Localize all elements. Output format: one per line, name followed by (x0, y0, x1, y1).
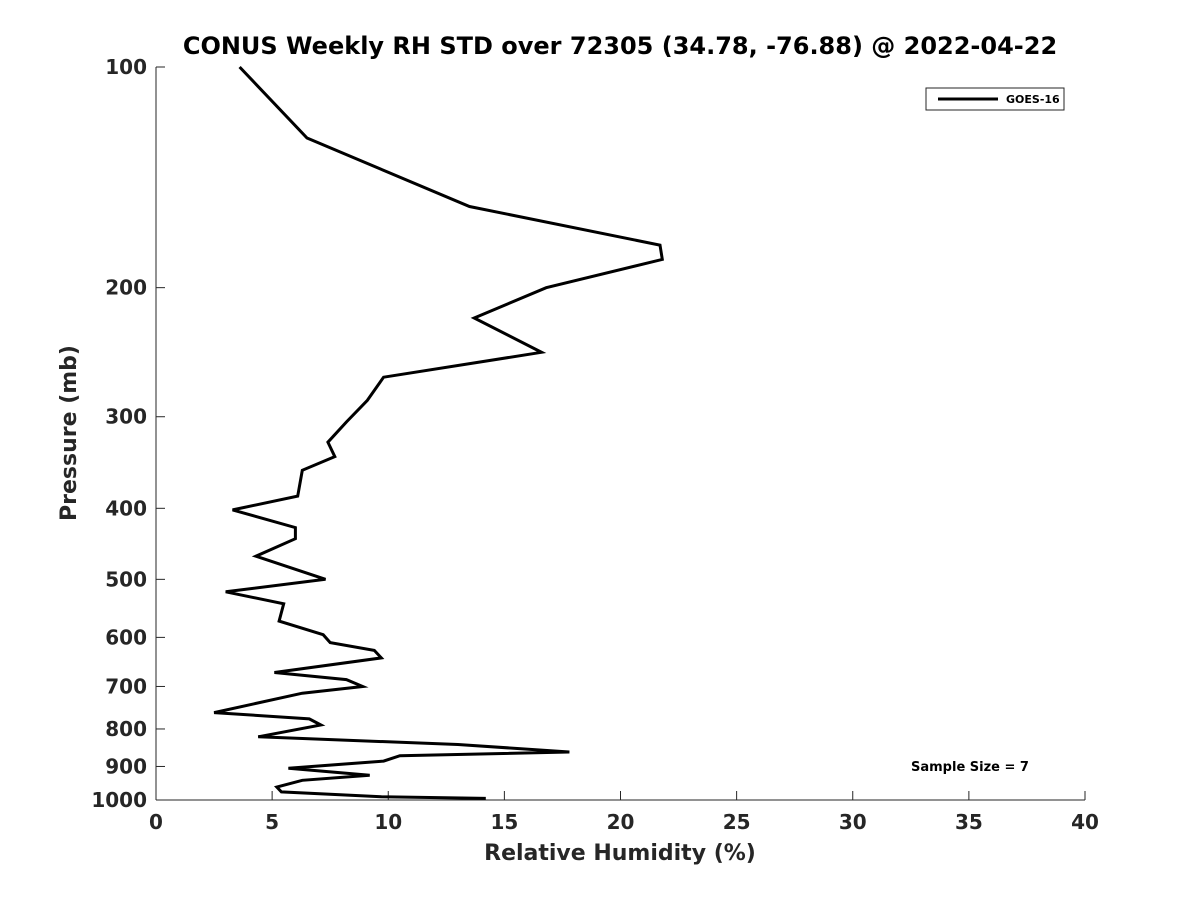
y-axis-label: Pressure (mb) (57, 345, 82, 521)
y-tick-label: 200 (105, 276, 147, 300)
x-tick-label: 40 (1071, 810, 1099, 834)
x-axis-label: Relative Humidity (%) (484, 841, 756, 866)
series-line-goes-16 (213, 65, 665, 800)
x-axis-ticks: 0 5 10 15 20 25 30 35 40 (149, 791, 1099, 834)
x-tick-label: 0 (149, 810, 163, 834)
x-tick-label: 20 (607, 810, 635, 834)
y-tick-label: 400 (105, 496, 147, 520)
plot-axes-frame (156, 67, 1085, 800)
x-tick-label: 5 (265, 810, 279, 834)
x-tick-label: 35 (955, 810, 983, 834)
y-tick-label: 100 (105, 55, 147, 79)
y-axis-ticks: 100 200 300 400 500 600 700 800 900 1000 (91, 55, 165, 812)
y-tick-label: 900 (105, 754, 147, 778)
x-tick-label: 25 (723, 810, 751, 834)
y-tick-label: 1000 (91, 788, 147, 812)
x-tick-label: 10 (374, 810, 402, 834)
chart-title: CONUS Weekly RH STD over 72305 (34.78, -… (183, 32, 1057, 60)
y-tick-label: 800 (105, 717, 147, 741)
x-tick-label: 30 (839, 810, 867, 834)
legend: GOES-16 (925, 87, 1065, 111)
legend-label: GOES-16 (1006, 93, 1060, 106)
series-layer (213, 65, 665, 800)
y-tick-label: 300 (105, 405, 147, 429)
y-tick-label: 700 (105, 674, 147, 698)
x-tick-label: 15 (490, 810, 518, 834)
y-tick-label: 600 (105, 625, 147, 649)
sample-size-annotation: Sample Size = 7 (911, 760, 1029, 775)
y-tick-label: 500 (105, 567, 147, 591)
